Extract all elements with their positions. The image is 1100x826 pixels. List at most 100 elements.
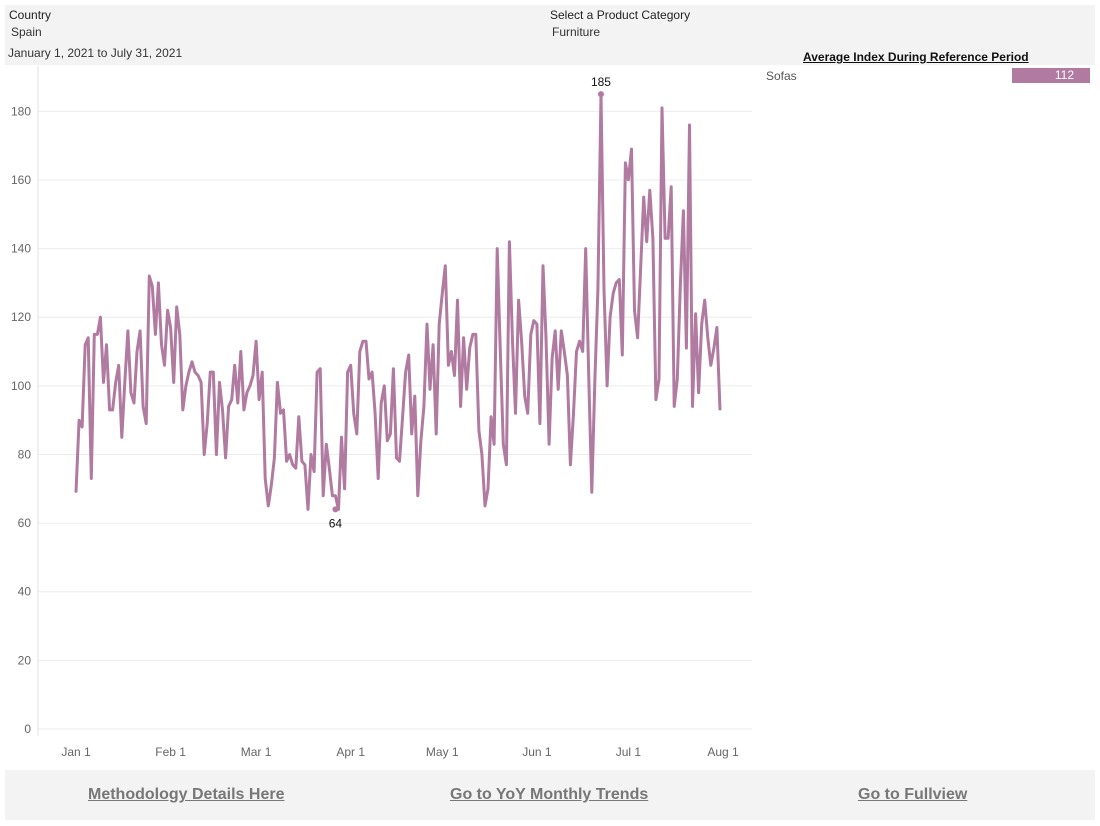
data-point xyxy=(322,494,325,497)
data-point xyxy=(536,323,538,325)
data-point xyxy=(148,275,151,277)
data-point xyxy=(478,429,480,432)
data-point xyxy=(557,388,560,391)
data-point xyxy=(212,371,215,373)
data-point xyxy=(172,381,175,384)
data-point xyxy=(569,463,572,466)
reference-index-value: 112 xyxy=(1054,68,1074,82)
data-point xyxy=(395,457,398,459)
data-point xyxy=(102,381,105,384)
data-point xyxy=(313,470,315,473)
index-line-chart: 0 20 40 60 80 100 120 140 160 180 Jan 1 Feb 1 Mar 1… xyxy=(11,66,752,759)
data-point xyxy=(432,343,434,346)
data-point xyxy=(618,278,621,281)
y-tick-label: 80 xyxy=(18,447,32,461)
data-point xyxy=(75,491,77,494)
country-filter-value[interactable]: Spain xyxy=(11,25,42,39)
data-point xyxy=(87,337,90,339)
data-point xyxy=(548,443,550,445)
data-point xyxy=(584,247,587,250)
data-point xyxy=(276,381,279,384)
data-point xyxy=(621,354,624,356)
data-point xyxy=(84,343,86,346)
data-point xyxy=(343,487,346,490)
data-point xyxy=(81,426,83,428)
reference-index-bar[interactable]: 112 xyxy=(1012,68,1090,83)
data-point xyxy=(130,391,132,394)
data-point xyxy=(124,381,126,384)
data-point xyxy=(453,374,456,377)
data-point xyxy=(606,385,608,387)
data-point xyxy=(282,409,285,411)
data-point xyxy=(294,467,297,470)
data-point xyxy=(706,337,709,339)
data-point xyxy=(182,409,184,411)
data-point xyxy=(624,161,627,164)
data-point xyxy=(127,330,129,332)
data-point xyxy=(581,350,584,353)
yoy-trends-link[interactable]: Go to YoY Monthly Trends xyxy=(450,786,649,803)
data-point xyxy=(304,463,306,466)
data-point xyxy=(633,309,636,312)
category-filter-value[interactable]: Furniture xyxy=(552,25,601,39)
data-point xyxy=(401,415,404,418)
data-point xyxy=(664,237,666,240)
data-point xyxy=(676,378,679,380)
data-point xyxy=(230,398,233,401)
data-point xyxy=(484,505,486,507)
data-point xyxy=(420,439,422,442)
data-point xyxy=(96,333,99,336)
data-point xyxy=(719,409,721,411)
data-point xyxy=(105,343,108,346)
data-point xyxy=(710,364,712,367)
x-tick-label: Jul 1 xyxy=(616,745,642,759)
data-point xyxy=(334,494,337,497)
x-tick-label: Feb 1 xyxy=(155,745,186,759)
data-point xyxy=(703,299,706,301)
data-point xyxy=(642,196,645,198)
data-point xyxy=(691,405,694,408)
data-point xyxy=(142,405,144,408)
data-point xyxy=(328,467,331,470)
data-point xyxy=(609,316,611,319)
data-point xyxy=(471,333,474,336)
data-point xyxy=(502,443,505,445)
y-tick-label: 40 xyxy=(18,585,32,599)
y-axis-ticks: 0 20 40 60 80 100 120 140 160 180 xyxy=(11,104,31,736)
data-point xyxy=(511,340,514,343)
footer-links: Methodology Details Here Go to YoY Month… xyxy=(5,770,1095,820)
x-tick-label: May 1 xyxy=(426,745,459,759)
data-point xyxy=(120,436,123,439)
data-point xyxy=(603,288,605,291)
data-point xyxy=(658,378,660,380)
data-point xyxy=(410,433,413,435)
data-point xyxy=(404,371,407,373)
data-point xyxy=(111,409,114,411)
data-point xyxy=(380,402,383,404)
data-point xyxy=(197,374,199,377)
data-point xyxy=(200,381,202,384)
fullview-link[interactable]: Go to Fullview xyxy=(858,786,968,803)
data-point xyxy=(346,371,349,373)
x-tick-label: Jan 1 xyxy=(61,745,91,759)
data-point xyxy=(362,340,364,343)
data-point xyxy=(435,433,437,435)
data-point xyxy=(270,484,273,487)
data-point xyxy=(551,357,553,360)
data-point xyxy=(169,326,172,329)
data-point xyxy=(542,264,544,267)
data-point xyxy=(539,422,541,425)
data-point xyxy=(288,453,291,456)
data-point xyxy=(90,477,93,480)
data-point xyxy=(108,409,111,411)
data-point xyxy=(154,333,157,336)
data-point xyxy=(685,347,688,349)
methodology-link[interactable]: Methodology Details Here xyxy=(88,786,285,803)
series-line[interactable] xyxy=(74,92,722,511)
data-point xyxy=(456,299,459,301)
annotations: 185 64 xyxy=(329,75,612,530)
data-point xyxy=(587,378,590,380)
data-point xyxy=(215,453,218,456)
y-tick-label: 100 xyxy=(11,379,31,393)
data-point xyxy=(468,347,471,349)
